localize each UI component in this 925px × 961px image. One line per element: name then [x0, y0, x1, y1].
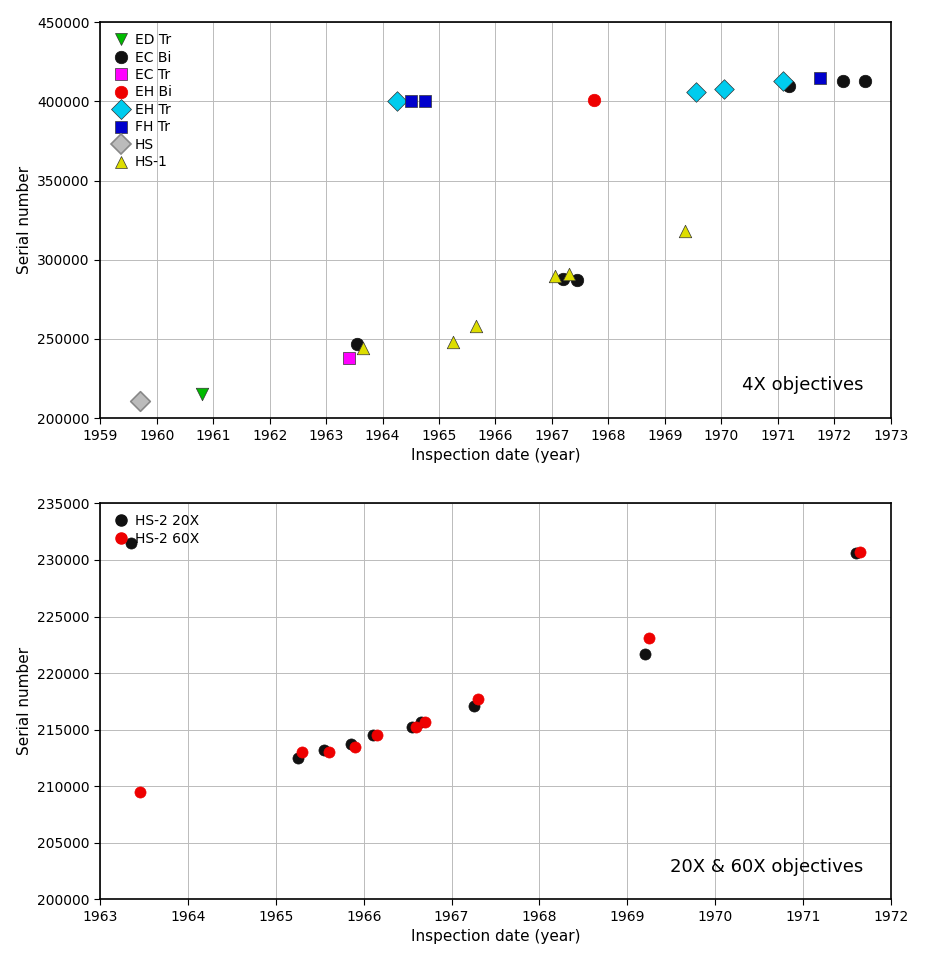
- Point: [295, 745, 310, 760]
- Y-axis label: Serial number: Serial number: [17, 648, 31, 755]
- Point: [343, 737, 358, 752]
- Point: [413, 714, 428, 729]
- Point: [570, 272, 585, 287]
- Point: [677, 224, 692, 239]
- Point: [835, 73, 850, 88]
- Point: [389, 93, 404, 109]
- Point: [355, 341, 370, 357]
- Point: [417, 93, 432, 109]
- Point: [409, 720, 424, 735]
- Point: [688, 85, 703, 100]
- Point: [317, 742, 332, 757]
- Point: [404, 720, 419, 735]
- Point: [194, 386, 209, 402]
- X-axis label: Inspection date (year): Inspection date (year): [411, 929, 580, 945]
- Point: [132, 393, 147, 408]
- Point: [124, 535, 139, 551]
- Point: [403, 93, 418, 109]
- Point: [561, 266, 576, 282]
- Point: [642, 630, 657, 646]
- Point: [348, 739, 363, 754]
- Point: [321, 745, 336, 760]
- Point: [350, 336, 364, 352]
- Point: [848, 546, 863, 561]
- Point: [446, 334, 461, 350]
- Point: [548, 269, 562, 284]
- Legend: HS-2 20X, HS-2 60X: HS-2 20X, HS-2 60X: [108, 507, 205, 553]
- Point: [365, 727, 380, 743]
- Point: [857, 73, 872, 88]
- Point: [586, 92, 601, 108]
- Point: [782, 78, 796, 93]
- Point: [418, 714, 433, 729]
- Point: [776, 73, 791, 88]
- Point: [637, 646, 652, 661]
- Point: [290, 751, 305, 766]
- Text: 4X objectives: 4X objectives: [742, 377, 863, 394]
- Y-axis label: Serial number: Serial number: [17, 166, 31, 274]
- Point: [369, 727, 384, 743]
- X-axis label: Inspection date (year): Inspection date (year): [411, 448, 580, 463]
- Point: [468, 319, 483, 334]
- Point: [132, 784, 147, 800]
- Point: [717, 81, 732, 96]
- Point: [853, 544, 868, 559]
- Point: [813, 70, 828, 86]
- Point: [471, 691, 486, 706]
- Point: [556, 271, 571, 286]
- Point: [466, 699, 481, 714]
- Text: 20X & 60X objectives: 20X & 60X objectives: [670, 857, 863, 875]
- Legend: ED Tr, EC Bi, EC Tr, EH Bi, EH Tr, FH Tr, HS, HS-1: ED Tr, EC Bi, EC Tr, EH Bi, EH Tr, FH Tr…: [108, 26, 179, 176]
- Point: [341, 351, 356, 366]
